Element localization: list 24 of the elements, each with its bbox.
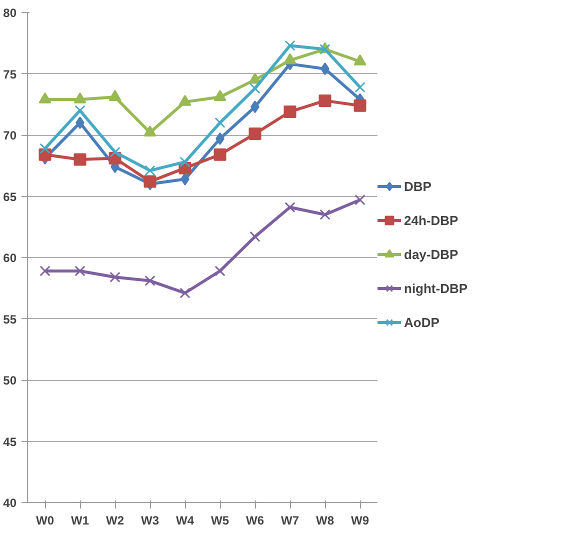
- x-tick-label: W0: [36, 514, 54, 528]
- y-tick-label: 45: [3, 434, 17, 449]
- y-tick-label: 70: [3, 128, 17, 142]
- x-tick-label: W6: [246, 514, 264, 528]
- y-tick-label: 80: [3, 6, 17, 20]
- x-tick-label: W1: [71, 514, 90, 528]
- y-tick-label: 75: [3, 67, 17, 82]
- legend-label: day-DBP: [404, 246, 458, 262]
- x-tick-label: W7: [281, 514, 300, 528]
- x-tick-label: W8: [316, 514, 334, 528]
- y-tick-label: 55: [3, 312, 17, 326]
- y-tick-label: 60: [3, 251, 17, 265]
- legend-label: DBP: [404, 178, 432, 194]
- legend-label: 24h-DBP: [404, 212, 458, 228]
- x-tick-label: W9: [351, 514, 370, 528]
- x-tick-label: W3: [141, 514, 160, 528]
- x-tick-label: W2: [106, 514, 124, 528]
- y-tick-label: 40: [3, 496, 17, 510]
- x-tick-label: W5: [211, 514, 230, 528]
- legend-label: night-DBP: [404, 280, 468, 296]
- y-tick-label: 65: [3, 190, 17, 204]
- x-tick-label: W4: [176, 514, 194, 528]
- legend-label: AoDP: [404, 314, 440, 330]
- y-tick-label: 50: [3, 374, 17, 388]
